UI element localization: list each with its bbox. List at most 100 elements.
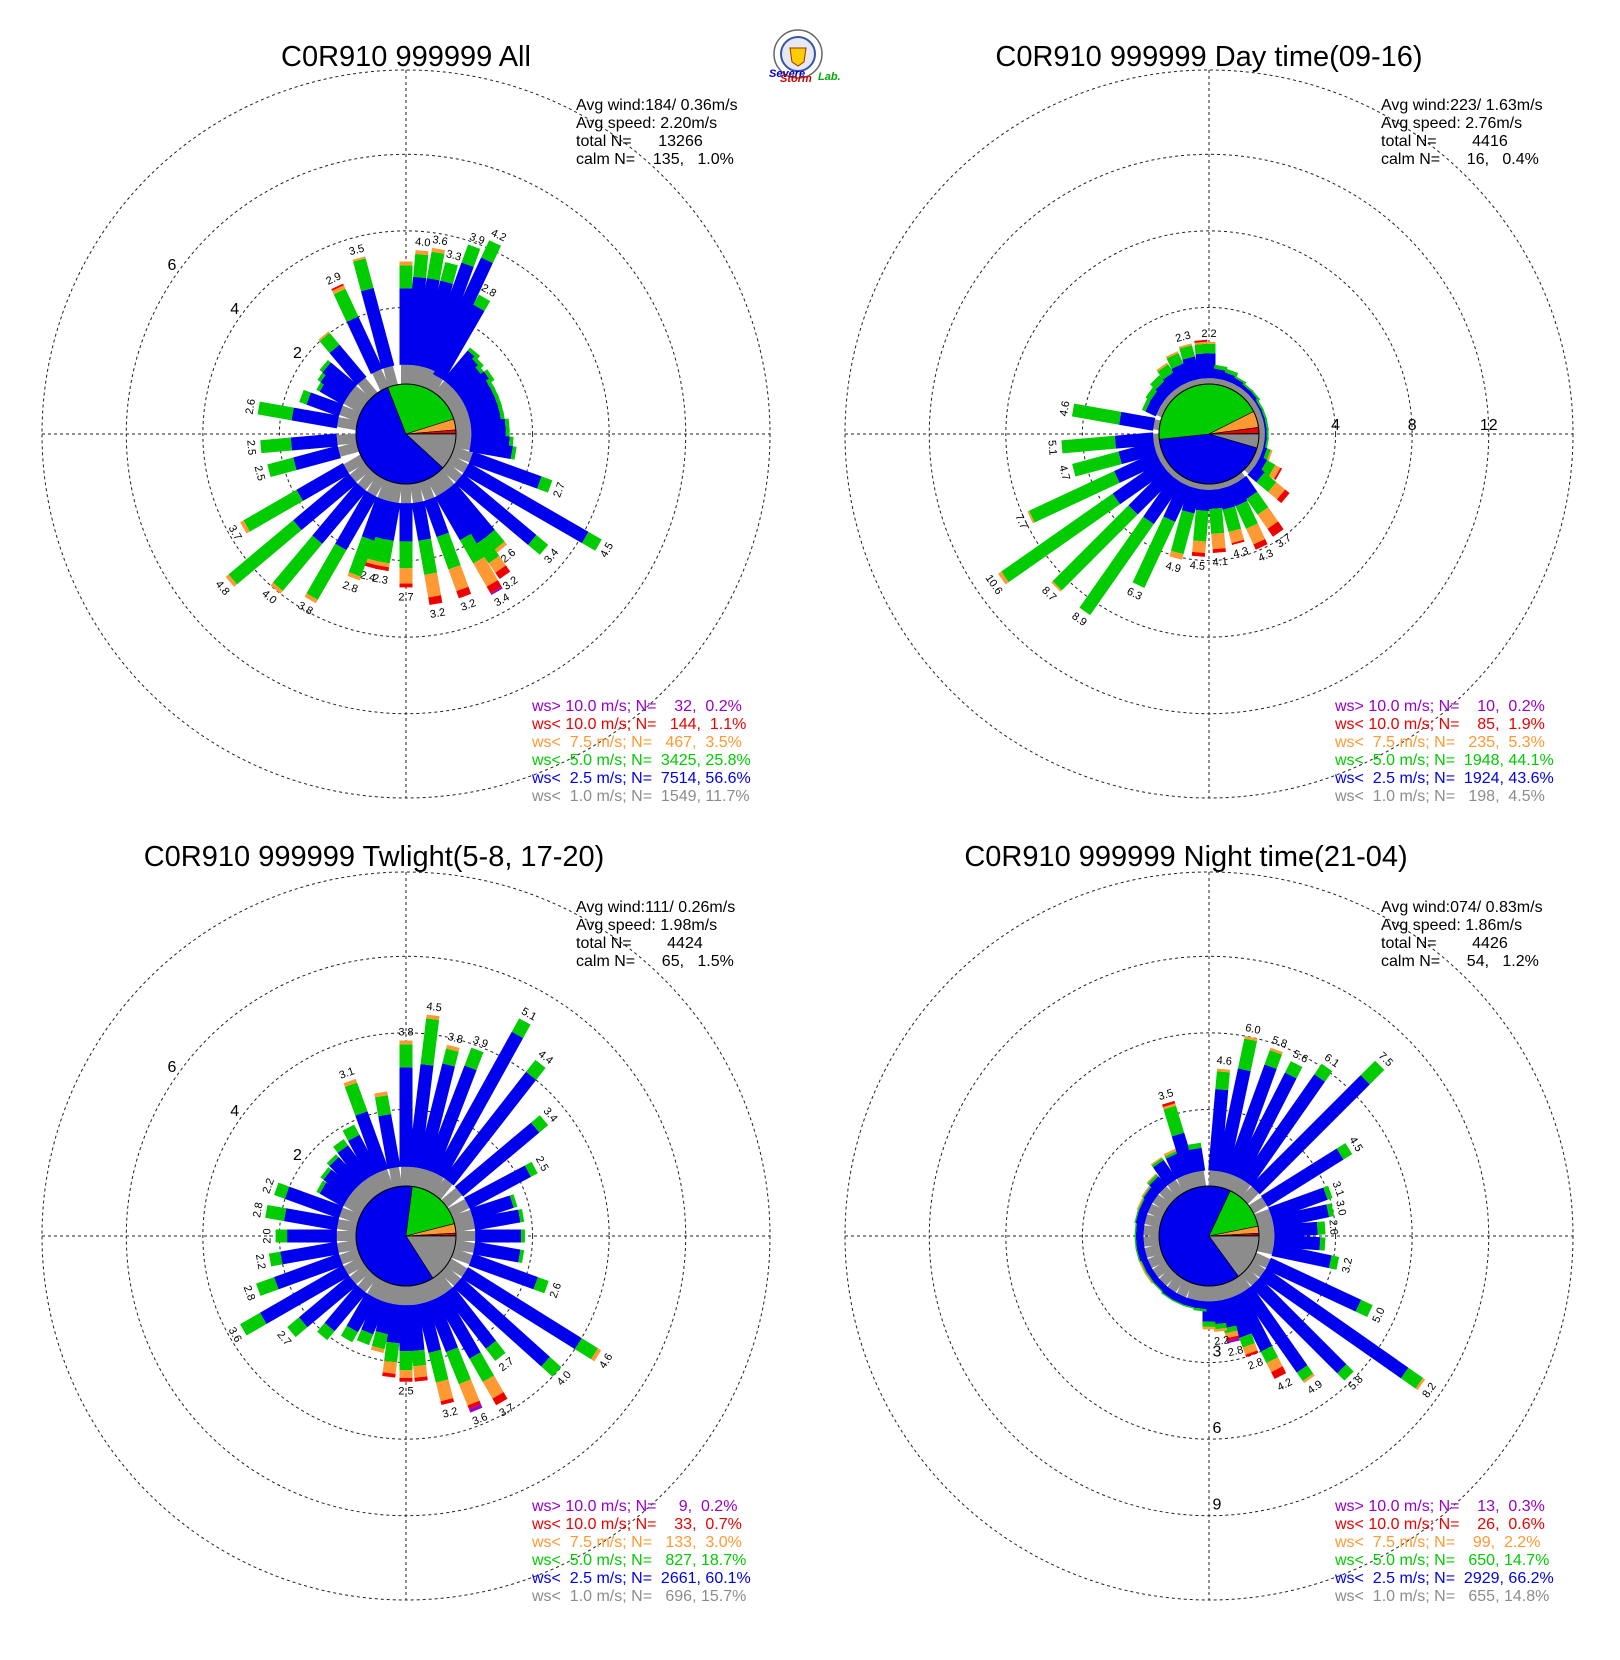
bar-segment bbox=[411, 500, 432, 541]
bar-segment bbox=[1249, 454, 1260, 467]
panel-title: C0R910 999999 Twlight(5-8, 17-20) bbox=[144, 841, 605, 873]
bar-segment bbox=[326, 1154, 339, 1166]
bar-segment bbox=[1152, 1282, 1163, 1293]
bar-segment bbox=[319, 1182, 350, 1208]
bar-segment bbox=[1302, 1373, 1315, 1384]
bar-total-label: 4.5 bbox=[598, 541, 616, 560]
bar-segment bbox=[424, 1065, 477, 1174]
bar-segment bbox=[1195, 488, 1211, 512]
bar-segment bbox=[1256, 472, 1277, 493]
legend-entry: ws< 7.5 m/s; N= 133, 3.0% bbox=[531, 1534, 742, 1551]
direction-bar bbox=[426, 1276, 508, 1406]
stat-line: Avg speed: 2.76m/s bbox=[1381, 115, 1522, 132]
bar-segment bbox=[1191, 551, 1206, 557]
bar-segment bbox=[1237, 388, 1249, 399]
bar-total-label: 4.8 bbox=[213, 579, 232, 598]
legend-entry: ws< 2.5 m/s; N= 2929, 66.2% bbox=[1334, 1570, 1554, 1587]
bar-segment bbox=[1001, 493, 1121, 583]
panel-title: C0R910 999999 All bbox=[281, 41, 531, 73]
direction-bar bbox=[275, 1229, 357, 1243]
direction-bar bbox=[1233, 1063, 1333, 1198]
bar-segment bbox=[1029, 471, 1120, 523]
bar-segment bbox=[454, 437, 472, 451]
bar-segment bbox=[1171, 1299, 1185, 1307]
bar-segment bbox=[1137, 1198, 1145, 1211]
bar-segment bbox=[1328, 1255, 1340, 1270]
bar-segment bbox=[1249, 401, 1260, 414]
bar-segment bbox=[468, 1404, 483, 1413]
bar-segment bbox=[1211, 532, 1226, 550]
bar-segment bbox=[443, 1286, 497, 1349]
bar-segment bbox=[401, 1166, 411, 1186]
bar-segment bbox=[1135, 1248, 1141, 1262]
direction-bar bbox=[454, 1208, 525, 1233]
grid-ring bbox=[928, 955, 1490, 1517]
bar-segment bbox=[1239, 1333, 1255, 1348]
bar-total-label: 3.1 bbox=[338, 1065, 356, 1082]
bar-segment bbox=[1336, 1143, 1353, 1160]
bar-segment bbox=[518, 1208, 525, 1223]
grid-ring bbox=[1081, 306, 1337, 562]
bar-segment bbox=[399, 1305, 413, 1352]
panel-title: C0R910 999999 Night time(21-04) bbox=[964, 841, 1407, 873]
legend-entry: ws< 5.0 m/s; N= 3425, 25.8% bbox=[531, 752, 751, 769]
bar-segment bbox=[1176, 1279, 1193, 1298]
bar-total-label: 4.9 bbox=[1305, 1378, 1324, 1397]
stat-line: Avg wind:111/ 0.26m/s bbox=[576, 899, 735, 916]
direction-bar bbox=[420, 1280, 483, 1413]
direction-bar bbox=[299, 389, 361, 422]
bar-segment bbox=[316, 1180, 327, 1194]
bar-total-label: 3.9 bbox=[468, 231, 486, 248]
bar-segment bbox=[319, 332, 340, 353]
bar-segment bbox=[1171, 363, 1192, 387]
bar-segment bbox=[1225, 477, 1238, 487]
bar-segment bbox=[348, 536, 375, 577]
bar-segment bbox=[537, 476, 553, 493]
bar-total-label: 2.8 bbox=[341, 579, 359, 596]
direction-bar bbox=[270, 469, 378, 594]
bar-segment bbox=[401, 1286, 411, 1306]
bar-segment bbox=[1180, 477, 1193, 487]
direction-bar bbox=[1233, 1274, 1315, 1384]
direction-bar bbox=[347, 479, 394, 581]
direction-bar bbox=[418, 479, 472, 599]
bar-total-label: 4.9 bbox=[1164, 560, 1182, 576]
bar-segment bbox=[454, 1239, 475, 1253]
bar-segment bbox=[296, 462, 350, 502]
bar-segment bbox=[445, 1347, 471, 1385]
bar-segment bbox=[1240, 1267, 1259, 1286]
bar-segment bbox=[1164, 1150, 1178, 1159]
bar-total-label: 3.4 bbox=[492, 591, 511, 609]
bar-segment bbox=[428, 595, 443, 606]
direction-bar bbox=[399, 484, 413, 588]
direction-bar bbox=[426, 294, 491, 394]
bar-total-label: 3.2 bbox=[441, 1405, 459, 1420]
bar-segment bbox=[357, 377, 378, 399]
bar-segment bbox=[426, 474, 445, 497]
bar-segment bbox=[1235, 475, 1258, 500]
bar-segment bbox=[453, 1277, 550, 1367]
grid-ring bbox=[202, 1032, 610, 1440]
bar-segment bbox=[371, 1331, 389, 1350]
bar-segment bbox=[1143, 475, 1183, 525]
bar-segment bbox=[1051, 581, 1062, 592]
bar-segment bbox=[287, 1229, 337, 1243]
bar-total-label: 4.2 bbox=[1275, 1376, 1294, 1394]
bar-segment bbox=[1271, 1243, 1332, 1269]
bar-segment bbox=[335, 490, 378, 551]
bar-segment bbox=[1217, 486, 1236, 510]
bar-segment bbox=[1194, 343, 1209, 355]
bar-segment bbox=[374, 1095, 392, 1117]
bar-segment bbox=[1244, 462, 1255, 474]
bar-segment bbox=[1247, 464, 1265, 483]
direction-bar bbox=[1244, 462, 1290, 504]
direction-bar bbox=[1252, 1252, 1373, 1317]
bar-segment bbox=[1150, 375, 1165, 390]
bar-segment bbox=[414, 1376, 428, 1382]
bar-segment bbox=[1319, 1237, 1326, 1251]
bar-segment bbox=[257, 401, 294, 421]
bar-segment bbox=[1151, 1157, 1164, 1168]
bar-segment bbox=[1161, 1292, 1173, 1301]
bar-segment bbox=[343, 1078, 358, 1087]
bar-segment bbox=[1269, 1047, 1283, 1055]
